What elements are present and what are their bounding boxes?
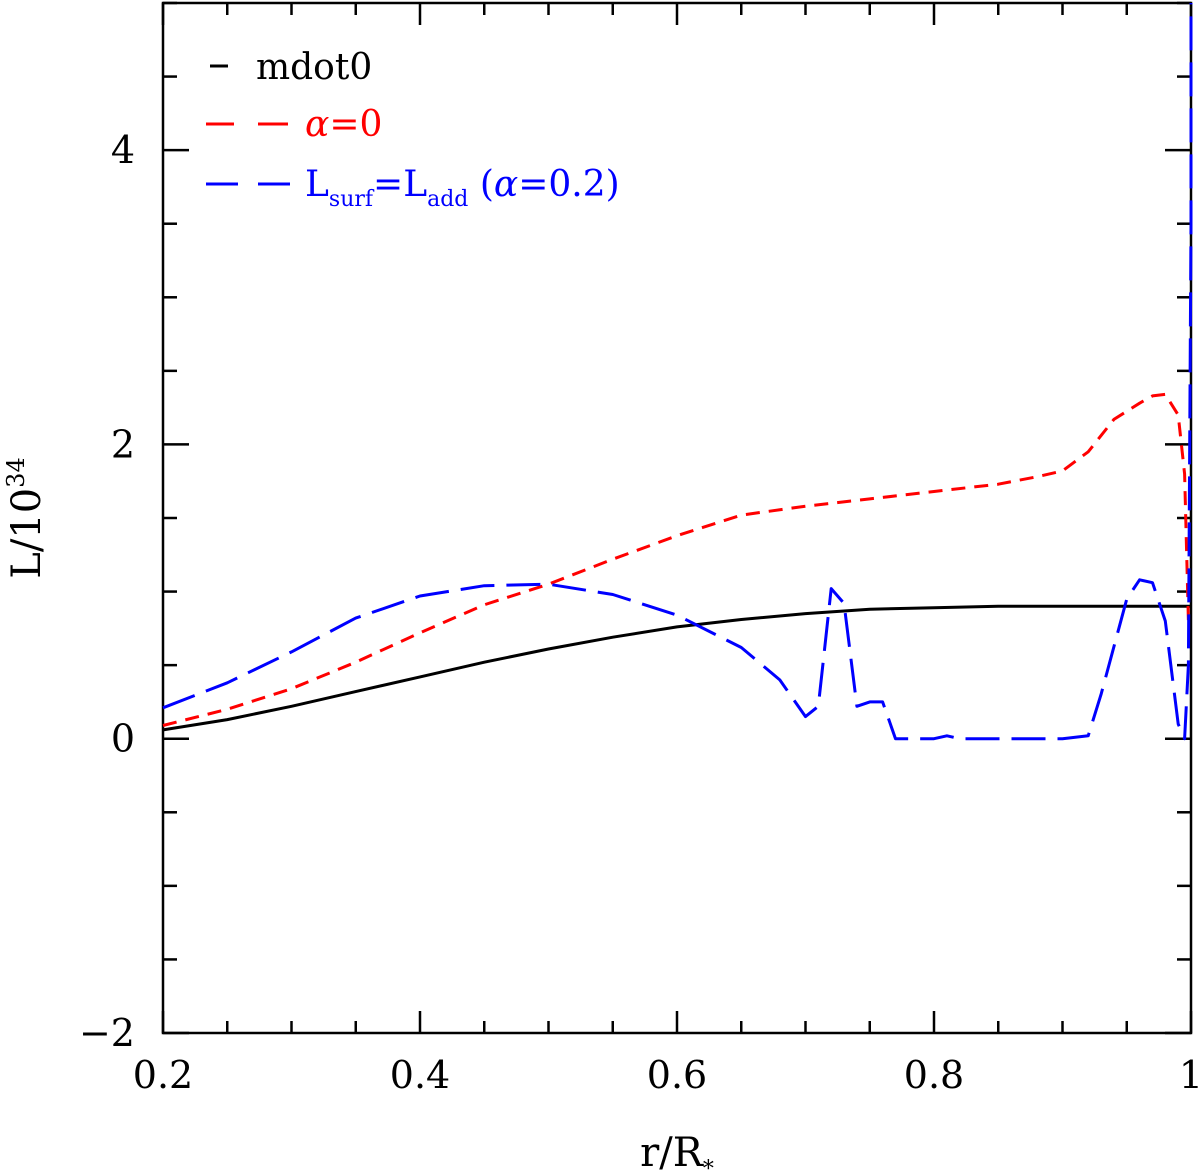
x-tick-label: 0.6 — [647, 1053, 707, 1097]
legend-label-mdot0: mdot0 — [256, 47, 372, 88]
series-line-alpha0 — [162, 392, 1190, 727]
y-axis-title-sup: 34 — [2, 457, 30, 488]
y-axis-title: L/1034 — [2, 457, 50, 578]
plot-frame — [161, 1, 1193, 1035]
x-tick-label: 0.4 — [390, 1053, 450, 1097]
y-tick-labels: −2 0 2 4 — [79, 128, 135, 1055]
x-axis-title: r/R* — [640, 1130, 714, 1172]
y-tick-label: 0 — [111, 717, 135, 761]
series-line-mdot0 — [162, 604, 1191, 732]
legend-label-lsurf: Lsurf=Ladd (α=0.2) — [305, 164, 620, 212]
legend-alpha0-greek: α — [305, 104, 329, 145]
x-tick-labels: 0.2 0.4 0.6 0.8 1 — [133, 1053, 1200, 1097]
x-axis-title-sub: * — [703, 1157, 714, 1172]
legend-lsurf-sub2: add — [427, 187, 468, 212]
x-tick-label: 0.8 — [904, 1053, 964, 1097]
x-tick-label: 1 — [1179, 1053, 1200, 1097]
series-lines — [162, 3, 1193, 741]
series-line-Lsurf — [162, 3, 1193, 741]
legend: mdot0 α=0 Lsurf=Ladd (α=0.2) — [206, 47, 620, 212]
x-axis-title-main: r/R — [640, 1130, 705, 1172]
y-tick-label: −2 — [79, 1011, 135, 1055]
legend-lsurf-paren: ( — [468, 164, 494, 205]
legend-lsurf-eq: =L — [373, 164, 427, 205]
legend-lsurf-l1: L — [305, 164, 329, 205]
axis-ticks — [161, 1, 1193, 1035]
legend-label-alpha0: α=0 — [305, 104, 382, 145]
y-tick-label: 2 — [111, 422, 135, 466]
x-tick-label: 0.2 — [133, 1053, 193, 1097]
legend-lsurf-sub1: surf — [329, 187, 375, 212]
legend-lsurf-greek: α — [494, 164, 518, 205]
y-tick-label: 4 — [111, 128, 135, 172]
legend-alpha0-text: =0 — [329, 104, 382, 145]
y-axis-title-main: L/10 — [4, 488, 50, 579]
legend-lsurf-tail: =0.2) — [518, 164, 619, 205]
